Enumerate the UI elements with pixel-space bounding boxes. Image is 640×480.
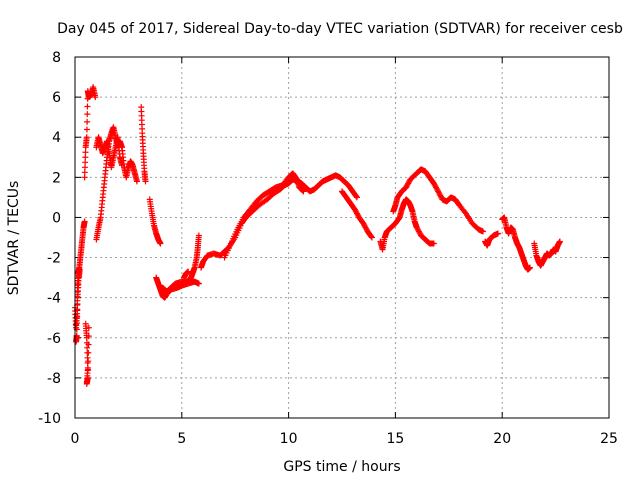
data-point bbox=[81, 169, 88, 176]
data-point bbox=[84, 111, 91, 118]
data-point bbox=[300, 188, 307, 195]
y-tick-label: 2 bbox=[52, 170, 61, 186]
data-point bbox=[556, 238, 563, 245]
y-tick-labels: -10 -8 -6 -4 -2 0 2 4 6 8 bbox=[38, 50, 61, 427]
y-axis-label: SDTVAR / TECUs bbox=[6, 181, 22, 296]
data-point bbox=[494, 230, 501, 237]
data-point bbox=[353, 194, 360, 201]
data-point bbox=[526, 264, 533, 271]
data-point bbox=[82, 159, 89, 166]
x-tick-label: 10 bbox=[280, 431, 298, 447]
data-point bbox=[85, 349, 92, 356]
data-point bbox=[92, 94, 99, 101]
data-point bbox=[353, 193, 360, 200]
y-tick-label: -4 bbox=[47, 291, 61, 307]
data-point bbox=[83, 134, 90, 141]
data-point bbox=[479, 228, 486, 235]
data-point bbox=[85, 341, 92, 348]
y-tick-label: -6 bbox=[47, 331, 61, 347]
data-point bbox=[142, 178, 149, 185]
x-tick-label: 15 bbox=[386, 431, 404, 447]
data-points bbox=[72, 84, 563, 387]
x-axis-label: GPS time / hours bbox=[283, 459, 400, 475]
data-point bbox=[76, 266, 83, 273]
y-tick-label: -2 bbox=[47, 251, 61, 267]
data-point bbox=[84, 366, 91, 373]
data-point bbox=[368, 234, 375, 241]
data-point bbox=[85, 333, 92, 340]
data-point bbox=[118, 162, 125, 169]
x-tick-labels: 0 5 10 15 20 25 bbox=[71, 431, 618, 447]
data-point bbox=[84, 118, 91, 125]
y-tick-label: -8 bbox=[47, 371, 61, 387]
data-point bbox=[299, 187, 306, 194]
x-tick-label: 0 bbox=[71, 431, 80, 447]
data-point bbox=[85, 324, 92, 331]
y-tick-label: -10 bbox=[38, 411, 61, 427]
data-point bbox=[82, 154, 89, 161]
data-point bbox=[85, 358, 92, 365]
data-point bbox=[133, 178, 140, 185]
data-point bbox=[83, 126, 90, 133]
data-point bbox=[82, 149, 89, 156]
data-point bbox=[84, 354, 91, 361]
data-point bbox=[84, 103, 91, 110]
data-point bbox=[81, 218, 88, 225]
y-tick-label: 0 bbox=[52, 210, 61, 226]
data-point bbox=[368, 233, 375, 240]
data-point bbox=[84, 344, 91, 351]
y-tick-label: 4 bbox=[52, 130, 61, 146]
y-tick-label: 6 bbox=[52, 90, 61, 106]
data-point bbox=[185, 268, 192, 275]
data-point bbox=[195, 232, 202, 239]
data-point bbox=[84, 374, 91, 381]
data-point bbox=[157, 240, 164, 247]
plot-frame bbox=[74, 56, 610, 419]
data-point bbox=[81, 164, 88, 171]
x-tick-label: 5 bbox=[177, 431, 186, 447]
chart-title: Day 045 of 2017, Sidereal Day-to-day VTE… bbox=[57, 21, 623, 37]
data-point bbox=[81, 174, 88, 181]
data-point bbox=[461, 209, 468, 216]
data-point bbox=[430, 240, 437, 247]
y-tick-label: 8 bbox=[52, 50, 61, 66]
data-point bbox=[195, 280, 202, 287]
x-tick-label: 20 bbox=[493, 431, 511, 447]
x-tick-label: 25 bbox=[600, 431, 618, 447]
